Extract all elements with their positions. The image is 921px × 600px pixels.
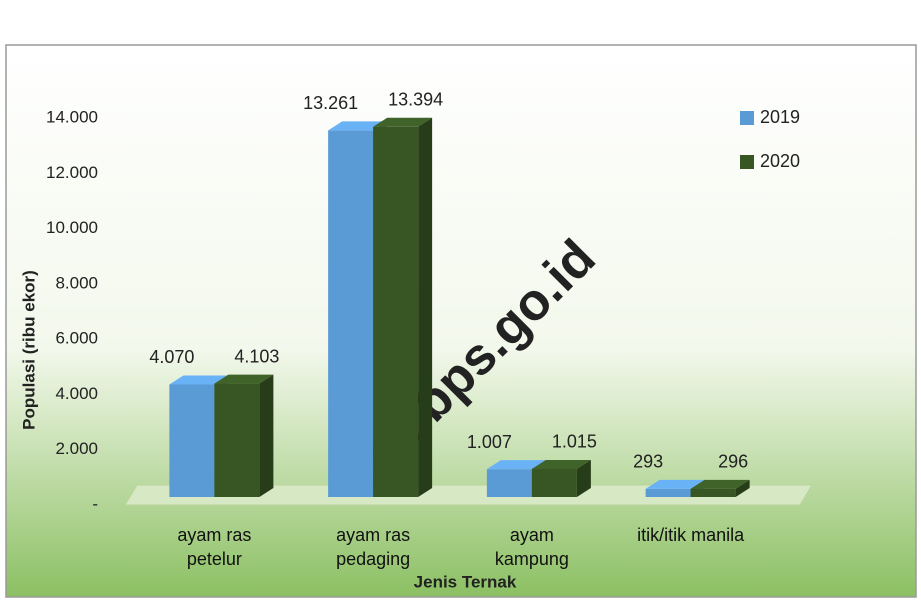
bar [169, 384, 214, 497]
y-tick-label: 8.000 [55, 273, 98, 292]
bar [214, 384, 259, 497]
bar [646, 489, 691, 497]
bar [532, 469, 577, 497]
value-label: 4.070 [149, 347, 194, 367]
chart-frame [6, 45, 916, 597]
y-tick-label: 14.000 [46, 107, 98, 126]
y-tick-label: 12.000 [46, 163, 98, 182]
chart: Populasi (ribu ekor) Jenis Ternak kab.bp… [0, 0, 921, 600]
page: Populasi (ribu ekor) Jenis Ternak kab.bp… [0, 0, 921, 600]
y-tick-label: 6.000 [55, 329, 98, 348]
value-label: 13.261 [303, 93, 358, 113]
x-tick-label: ayam ras petelur [159, 523, 269, 571]
legend-swatch [740, 111, 754, 125]
bar [373, 127, 418, 497]
value-label: 296 [718, 452, 748, 472]
bar [328, 130, 373, 497]
value-label: 13.394 [388, 90, 443, 110]
x-tick-label: ayam ras pedaging [318, 523, 428, 571]
bar [487, 469, 532, 497]
legend-label: 2020 [760, 151, 800, 171]
legend-label: 2019 [760, 107, 800, 127]
value-label: 1.007 [467, 432, 512, 452]
value-label: 1.015 [552, 432, 597, 452]
y-tick-label: - [92, 494, 98, 513]
y-tick-label: 4.000 [55, 384, 98, 403]
value-label: 293 [633, 452, 663, 472]
value-label: 4.103 [234, 346, 279, 366]
legend-swatch [740, 155, 754, 169]
bar-side [418, 118, 432, 497]
x-tick-label: itik/itik manila [596, 523, 786, 547]
y-tick-label: 2.000 [55, 439, 98, 458]
y-tick-label: 10.000 [46, 218, 98, 237]
y-axis-title: Populasi (ribu ekor) [19, 270, 38, 430]
x-axis-title: Jenis Ternak [414, 572, 517, 591]
bar-side [259, 375, 273, 497]
x-tick-label: ayam kampung [477, 523, 587, 571]
bar [691, 489, 736, 497]
